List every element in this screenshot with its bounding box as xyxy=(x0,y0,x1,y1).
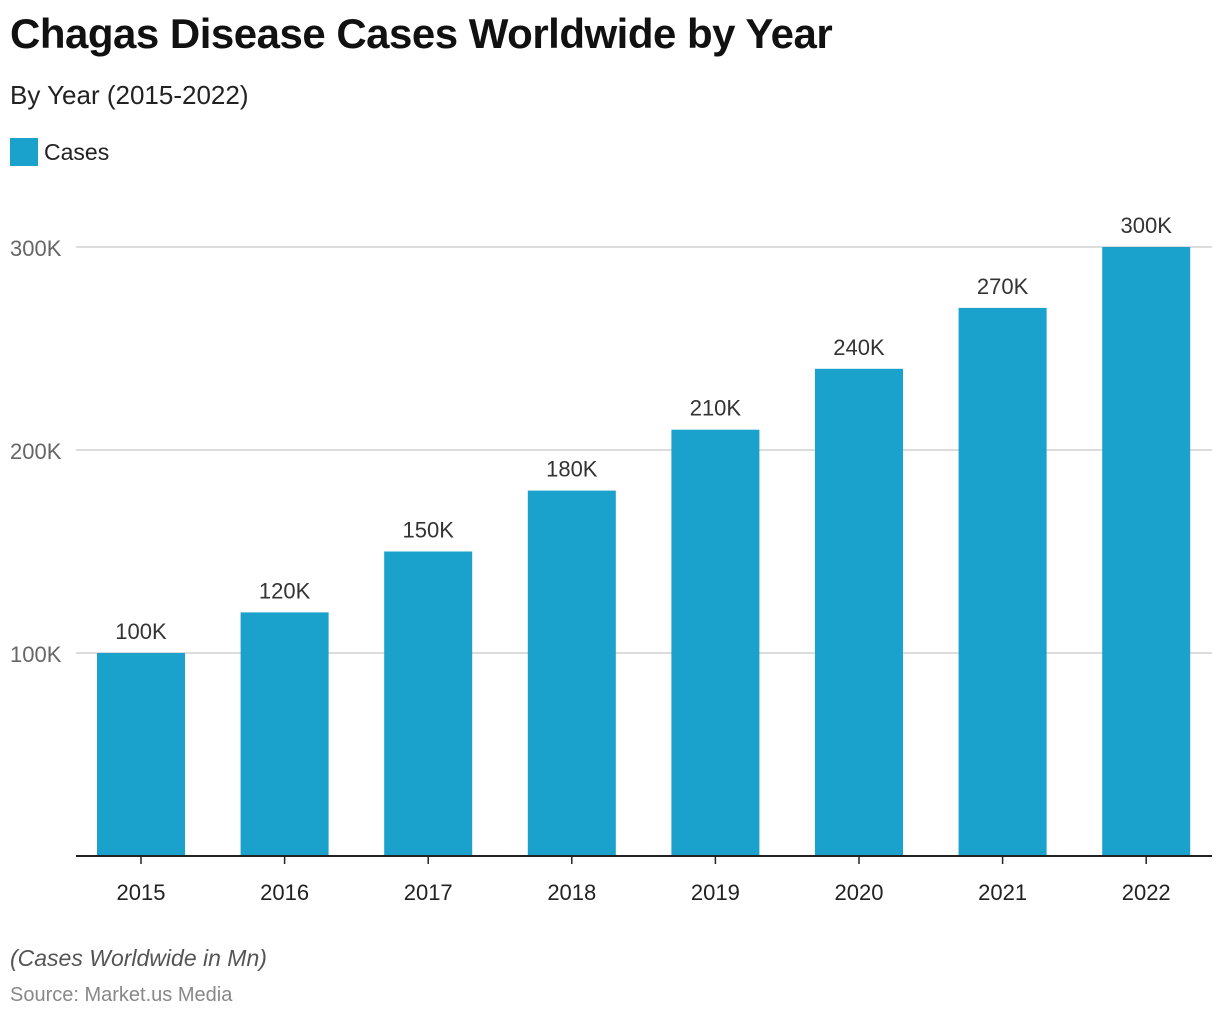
y-tick-label: 100K xyxy=(10,642,62,667)
bar xyxy=(1102,247,1191,856)
y-tick-label: 300K xyxy=(10,236,62,261)
bar xyxy=(384,551,473,856)
data-label: 100K xyxy=(115,619,167,644)
bar xyxy=(958,307,1047,856)
x-tick-label: 2015 xyxy=(117,880,166,905)
legend-swatch-cases xyxy=(10,138,38,166)
x-tick-label: 2021 xyxy=(978,880,1027,905)
x-tick-label: 2017 xyxy=(404,880,453,905)
x-tick-label: 2018 xyxy=(547,880,596,905)
bar xyxy=(815,368,903,856)
bar xyxy=(97,653,185,856)
data-label: 210K xyxy=(690,396,742,421)
data-label: 240K xyxy=(833,335,885,360)
data-label: 180K xyxy=(546,457,598,482)
chart-note: (Cases Worldwide in Mn) xyxy=(10,945,267,971)
legend-label-cases: Cases xyxy=(44,138,110,165)
x-tick-label: 2016 xyxy=(260,880,309,905)
legend: Cases xyxy=(10,138,109,166)
bar xyxy=(671,429,760,856)
data-label: 150K xyxy=(403,518,455,543)
x-tick-label: 2022 xyxy=(1122,880,1171,905)
bar xyxy=(527,490,616,856)
y-tick-label: 200K xyxy=(10,439,62,464)
bar xyxy=(240,612,329,856)
x-tick-label: 2020 xyxy=(835,880,884,905)
data-label: 120K xyxy=(259,578,311,603)
x-tick-label: 2019 xyxy=(691,880,740,905)
chart-subtitle: By Year (2015-2022) xyxy=(10,80,249,110)
bar-chart: 100K 200K 300K 100K 2015 120K 2016 150K 2017 180K… xyxy=(10,213,1212,905)
data-label: 270K xyxy=(977,274,1029,299)
data-label: 300K xyxy=(1121,213,1173,238)
chart-title: Chagas Disease Cases Worldwide by Year xyxy=(10,10,833,57)
chart-source: Source: Market.us Media xyxy=(10,984,233,1006)
